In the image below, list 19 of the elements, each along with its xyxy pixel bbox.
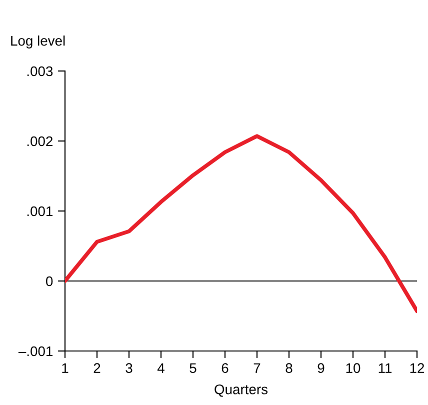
x-axis-title: Quarters <box>214 384 268 397</box>
x-tick-label: 8 <box>286 363 292 374</box>
y-axis-title: Log level <box>11 36 65 48</box>
x-tick-label: 1 <box>62 363 68 373</box>
y-tick-label: .003 <box>27 66 53 76</box>
x-tick-label: 9 <box>318 363 324 374</box>
y-tick-label: –.001 <box>18 346 53 356</box>
x-tick-label: 7 <box>254 363 260 373</box>
x-tick-label: 12 <box>410 363 424 373</box>
x-tick-label: 3 <box>126 363 132 374</box>
x-tick-label: 6 <box>222 363 228 374</box>
x-tick-label: 2 <box>94 363 100 373</box>
y-tick-label: .001 <box>27 206 53 216</box>
y-tick-label: 0 <box>46 276 53 286</box>
x-tick-label: 5 <box>190 363 196 374</box>
x-tick-label: 11 <box>378 363 392 373</box>
y-tick-label: .002 <box>27 136 52 146</box>
x-tick-label: 10 <box>346 363 360 374</box>
x-tick-label: 4 <box>157 363 164 373</box>
